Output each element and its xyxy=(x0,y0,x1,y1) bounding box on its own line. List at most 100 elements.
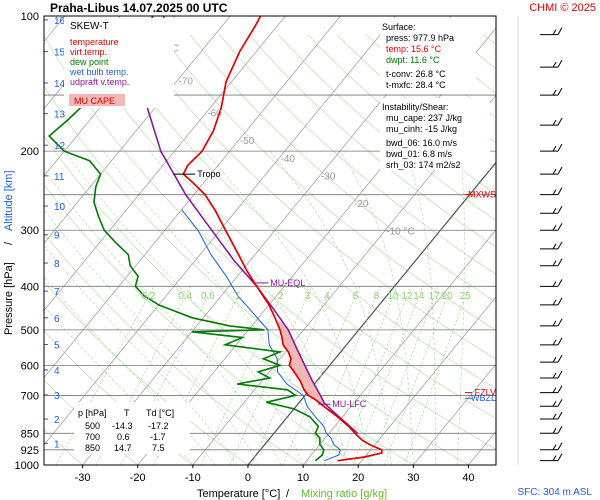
mixing-ratio-label: 2 xyxy=(278,291,284,302)
instability-srh03: srh_03: 174 m2/s2 xyxy=(386,160,461,170)
y-axis-title-sep: / xyxy=(3,241,15,245)
pressure-tick-label: 400 xyxy=(21,281,39,293)
mixing-ratio-label: 8 xyxy=(374,291,380,302)
wind-barb-flag xyxy=(552,208,557,214)
level-table-cell: -1.7 xyxy=(150,432,166,442)
legend-updraft: udpraft v.temp. xyxy=(70,77,129,87)
grid-layer xyxy=(44,16,496,465)
moist-adiabat xyxy=(339,151,414,465)
level-table-cell: -14.3 xyxy=(112,421,133,431)
pressure-tick-label: 1000 xyxy=(15,460,39,472)
dry-adiabat xyxy=(44,35,496,450)
legend-temperature: temperature xyxy=(70,37,119,47)
wind-barb-flag xyxy=(557,59,563,68)
isotherm xyxy=(44,16,341,379)
altitude-tick-label: 1 xyxy=(54,439,60,450)
credit-label: CHMI © 2025 xyxy=(529,2,596,14)
dry-adiabat xyxy=(160,34,496,331)
legend-virt-temp: virt.temp. xyxy=(70,47,107,57)
level-table-cell: 0.6 xyxy=(117,432,130,442)
x-tick-label: 0 xyxy=(245,472,251,484)
mixing-ratio-label: 0.6 xyxy=(201,291,215,302)
wind-barb-flag xyxy=(557,241,563,250)
dry-adiabat xyxy=(44,232,304,465)
wind-barb-flag xyxy=(557,354,563,363)
moist-adiabat xyxy=(64,151,304,465)
wind-barb-flag xyxy=(552,387,557,393)
mixing-ratio-label: 12 xyxy=(401,291,413,302)
isotherm-label: -40 xyxy=(281,154,296,165)
x-tick-label: 30 xyxy=(407,472,419,484)
dry-adiabat xyxy=(189,34,496,303)
surface-box xyxy=(380,18,476,94)
surface-press: press: 977.9 hPa xyxy=(386,33,454,43)
mixing-ratio-line xyxy=(383,286,452,465)
isotherm-label: -50 xyxy=(240,136,255,147)
wind-barb-flag xyxy=(557,453,563,461)
moist-adiabat xyxy=(405,151,436,465)
legend-dew-point: dew point xyxy=(70,57,109,67)
level-table-cell: 500 xyxy=(85,421,100,431)
wind-barb-flag xyxy=(552,281,557,287)
right-level-label: MXWS xyxy=(468,190,496,200)
dew-point-line xyxy=(48,16,325,462)
wind-barb-flag xyxy=(552,455,557,461)
wind-barb-flag xyxy=(557,166,563,175)
mixing-ratio-label: 25 xyxy=(460,291,472,302)
dry-adiabat xyxy=(219,34,496,275)
y-axis-title: Pressure [hPa] xyxy=(3,262,15,335)
mixing-ratio-label: 0.2 xyxy=(141,291,155,302)
instability-bwd01: bwd_01: 6.8 m/s xyxy=(386,149,453,159)
wind-barb-flag xyxy=(552,320,557,327)
mixing-ratio-line xyxy=(324,286,398,465)
wind-barb-flag xyxy=(557,27,563,35)
pressure-tick-label: 700 xyxy=(21,390,39,402)
wind-barb-flag xyxy=(557,442,563,451)
altitude-tick-label: 8 xyxy=(54,259,60,270)
mixing-ratio-label: 4 xyxy=(324,291,330,302)
pressure-tick-label: 925 xyxy=(21,445,39,457)
isotherm-label: -30 xyxy=(321,172,336,183)
wind-barb-flag xyxy=(552,145,557,152)
wind-barb-flag xyxy=(557,187,563,195)
surface-temp: temp: 15.6 °C xyxy=(386,44,442,54)
y-axis-title-altitude: Altitude [km] xyxy=(3,170,15,231)
surface-tconv: t-conv: 26.8 °C xyxy=(386,69,446,79)
isotherm xyxy=(357,296,496,465)
temperature-line xyxy=(182,16,383,462)
wind-barb-flag xyxy=(557,318,563,327)
altitude-tick-label: 5 xyxy=(54,340,60,351)
altitude-tick-label: 14 xyxy=(54,79,66,90)
wind-barb-flag xyxy=(557,370,563,379)
legend-chart-type: SKEW-T xyxy=(70,21,109,32)
updraft-line xyxy=(142,16,359,434)
instability-heading: Instability/Shear: xyxy=(382,102,449,112)
wind-barb-flag xyxy=(552,61,557,68)
wind-barb-flag xyxy=(557,87,563,96)
surface-dwpt: dwpt: 11.6 °C xyxy=(386,55,440,65)
wind-barb-flag xyxy=(557,337,563,346)
instability-mu-cape: mu_cape: 237 J/kg xyxy=(386,113,462,123)
mixing-ratio-line xyxy=(282,286,360,465)
mixing-ratio-label: 1 xyxy=(235,291,241,302)
wind-barb-flag xyxy=(552,168,557,175)
wind-barb-flag xyxy=(552,243,557,250)
altitude-tick-label: 3 xyxy=(54,391,60,402)
isotherm-label: -60 xyxy=(207,109,222,120)
mixing-ratio-line xyxy=(404,286,470,465)
level-table-cell: 850 xyxy=(85,443,100,453)
wind-barb-flag xyxy=(557,222,563,231)
tropopause-label: Tropo xyxy=(197,169,220,179)
level-table-header-t: T xyxy=(124,408,130,418)
isotherm-label: -70 xyxy=(178,77,193,88)
pressure-tick-label: 500 xyxy=(21,325,39,337)
right-level-label: WBZL xyxy=(471,393,496,403)
dry-adiabat xyxy=(101,34,496,389)
surface-tmxfc: t-mxfc: 28.4 °C xyxy=(386,80,446,90)
level-table-header-p: p [hPa] xyxy=(78,408,107,418)
wind-barb-flag xyxy=(552,413,557,420)
wind-barb-flag xyxy=(552,372,557,379)
dry-adiabat xyxy=(44,281,249,465)
dry-adiabat xyxy=(248,34,496,248)
